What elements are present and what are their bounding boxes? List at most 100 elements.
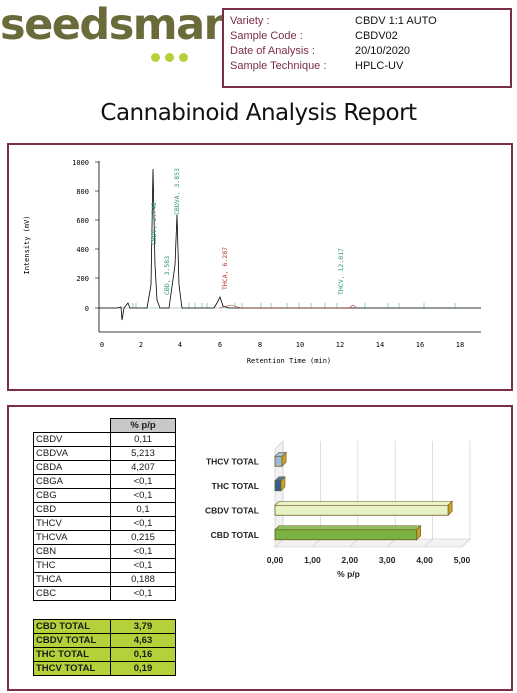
cannabinoid-name: THC (33, 558, 111, 573)
cannabinoid-name: CBDV (33, 432, 111, 447)
chart-floor (274, 538, 471, 548)
cannabinoid-value: <0,1 (110, 558, 176, 573)
total-name: CBD TOTAL (33, 619, 111, 634)
gridline-floor (312, 538, 321, 548)
bar (274, 504, 449, 516)
x-tick-label: 10 (296, 341, 304, 349)
report-title: Cannabinoid Analysis Report (100, 100, 417, 126)
cannabinoid-value: <0,1 (110, 488, 176, 503)
info-value-technique: HPLC-UV (355, 60, 404, 72)
total-value: 0,19 (110, 661, 176, 676)
cannabinoid-value: 0,1 (110, 502, 176, 517)
cannabinoid-name: THCV (33, 516, 111, 531)
cannabinoid-name: CBDVA (33, 446, 111, 461)
peak-label: CBDVA, 3.853 (173, 168, 181, 215)
info-value-sample-code: CBDV02 (355, 30, 398, 42)
totals-row: THC TOTAL 0,16 (33, 647, 176, 662)
chromatogram-secondary-trace (218, 304, 358, 309)
gridline-floor (274, 538, 284, 548)
cannabinoid-value: <0,1 (110, 516, 176, 531)
x-tick-label: 16 (416, 341, 424, 349)
cannabinoid-name: CBN (33, 544, 111, 559)
table-header-row: % p/p (34, 418, 176, 433)
chromatogram-trace (99, 168, 481, 321)
total-name: THCV TOTAL (33, 661, 111, 676)
peak-label: CBDV, 2.742 (150, 202, 158, 245)
table-row: THCV <0,1 (33, 516, 176, 531)
bar-end (416, 525, 422, 541)
totals-bar-chart: 0,00 1,00 2,00 3,00 4,00 5,00 % p/p THCV TOTAL T… (205, 440, 471, 579)
bar-end (447, 500, 453, 516)
x-tick-label: 0,00 (267, 555, 284, 565)
cannabinoid-value: 5,213 (110, 446, 176, 461)
cannabinoid-name: CBC (33, 586, 111, 601)
x-tick-label: 4 (178, 341, 182, 349)
x-tick-label: 1,00 (304, 555, 321, 565)
table-row: CBDA 4,207 (33, 460, 176, 475)
gridline-floor (424, 538, 433, 548)
table-row: THCVA 0,215 (33, 530, 176, 545)
table-row: CBD 0,1 (33, 502, 176, 517)
logo-dot (165, 53, 174, 62)
category-label: CBDV TOTAL (205, 505, 259, 515)
cannabinoid-name: THCVA (33, 530, 111, 545)
logo-dot (179, 53, 188, 62)
cannabinoid-name: CBD (33, 502, 111, 517)
category-label: THC TOTAL (212, 481, 259, 491)
cannabinoid-table: % p/p CBDV 0,11 CBDVA 5,213 CBDA 4,207 CBGA… (33, 418, 176, 601)
x-tick-label: 8 (258, 341, 262, 349)
x-tick-label: 12 (336, 341, 344, 349)
gridline-floor (386, 538, 396, 548)
total-name: CBDV TOTAL (33, 633, 111, 648)
totals-row: CBD TOTAL 3,79 (33, 619, 176, 634)
bar (274, 529, 418, 541)
total-value: 0,16 (110, 647, 176, 662)
brand-logo: seedsman (0, 0, 234, 50)
info-value-variety: CBDV 1:1 AUTO (355, 15, 437, 27)
bar (274, 455, 283, 467)
bar-end (281, 451, 287, 467)
totals-row: CBDV TOTAL 4,63 (33, 633, 176, 648)
y-tick-label: 1000 (72, 159, 89, 167)
table-row: CBC <0,1 (33, 586, 176, 601)
x-tick-label: 0 (100, 341, 104, 349)
table-row: CBDVA 5,213 (33, 446, 176, 461)
info-label-variety: Variety : (230, 15, 270, 27)
table-row: CBG <0,1 (33, 488, 176, 503)
y-tick-labels: 1000 800 600 400 200 0 (72, 159, 89, 313)
x-tick-label: 4,00 (416, 555, 433, 565)
x-tick-label: 3,00 (379, 555, 396, 565)
table-row: THCA 0,188 (33, 572, 176, 587)
table-row: CBGA <0,1 (33, 474, 176, 489)
cannabinoid-value: 0,188 (110, 572, 176, 587)
peak-labels: CBDV, 2.742 CBDVA, 3.853 THCA, 6.287 THC… (150, 168, 345, 295)
cannabinoid-value: 0,11 (110, 432, 176, 447)
info-value-date: 20/10/2020 (355, 45, 411, 57)
bar-end (280, 476, 286, 492)
x-tick-labels: 0 2 4 6 8 10 12 14 16 18 (100, 341, 464, 349)
y-axis-title: Intensity (mV) (23, 215, 31, 274)
category-label: CBD TOTAL (211, 530, 259, 540)
x-tick-label: 6 (218, 341, 222, 349)
cannabinoid-value: <0,1 (110, 474, 176, 489)
cannabinoid-value: 0,215 (110, 530, 176, 545)
bar (274, 480, 282, 492)
peak-label: CBD, 3.583 (163, 256, 171, 295)
bar-top (274, 500, 453, 506)
sample-info-box: Variety : CBDV 1:1 AUTO Sample Code : CB… (222, 8, 512, 88)
category-label: THCV TOTAL (206, 456, 259, 466)
bar-top (274, 525, 422, 531)
chromatogram-plot: 1000 800 600 400 200 0 0 2 4 6 8 10 12 1… (23, 159, 481, 365)
totals-row: THCV TOTAL 0,19 (33, 661, 176, 676)
peak-label: THCV, 12.017 (337, 248, 345, 295)
total-name: THC TOTAL (33, 647, 111, 662)
x-tick-label: 5,00 (454, 555, 471, 565)
total-value: 3,79 (110, 619, 176, 634)
trademark-mark: ™ (190, 16, 197, 23)
info-label-date: Date of Analysis : (230, 45, 315, 57)
cannabinoid-value: 4,207 (110, 460, 176, 475)
x-tick-label: 18 (456, 341, 464, 349)
chromatogram-panel: 1000 800 600 400 200 0 0 2 4 6 8 10 12 1… (7, 143, 513, 391)
total-value: 4,63 (110, 633, 176, 648)
cannabinoid-name: CBGA (33, 474, 111, 489)
